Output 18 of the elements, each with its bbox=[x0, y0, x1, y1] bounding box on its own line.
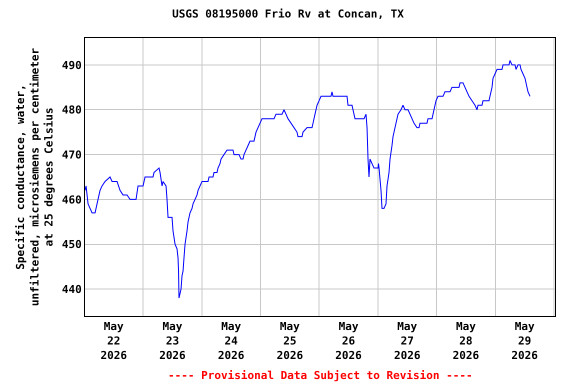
chart-title: USGS 08195000 Frio Rv at Concan, TX bbox=[172, 7, 404, 20]
line-series bbox=[85, 60, 531, 299]
x-tick-label: May 29 2026 bbox=[511, 320, 538, 362]
y-tick-label: 490 bbox=[62, 58, 82, 72]
text: ---- Provisional Data Subject to Revision ---- bbox=[168, 369, 473, 382]
x-tick-label: May 22 2026 bbox=[100, 320, 128, 362]
x-tick-label: May 28 2026 bbox=[452, 320, 480, 362]
y-tick-label: 440 bbox=[62, 282, 82, 296]
y-tick-label: 480 bbox=[62, 104, 82, 117]
y-tick-label: 470 bbox=[62, 148, 82, 162]
y-tick-label: 450 bbox=[62, 238, 82, 252]
y-tick-label: 460 bbox=[62, 193, 82, 206]
x-tick-label: May 23 2026 bbox=[159, 320, 186, 362]
x-tick-label: May 26 2026 bbox=[335, 320, 362, 362]
y-axis-title: Specific conductance, water, unfiltered, microsiemens per centimeter at 25 degrees Celsius bbox=[14, 47, 56, 306]
x-tick-label: May 25 2026 bbox=[276, 320, 304, 362]
x-tick-label: May 24 2026 bbox=[218, 320, 245, 362]
x-tick-label: May 27 2026 bbox=[394, 320, 421, 362]
